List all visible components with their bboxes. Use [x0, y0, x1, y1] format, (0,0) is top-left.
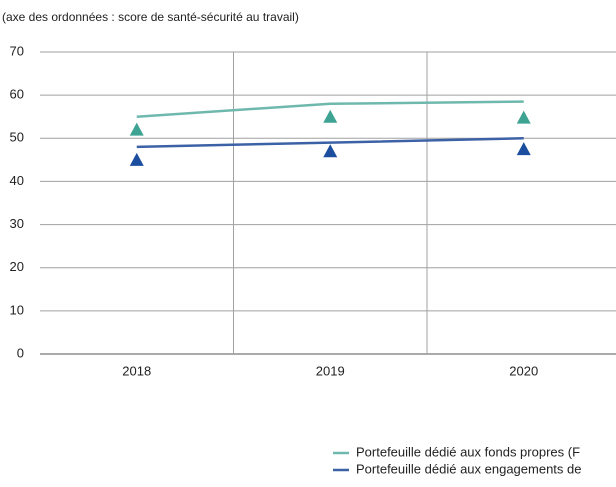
y-tick-label: 60: [10, 87, 24, 102]
legend-label: Portefeuille dédié aux engagements de: [356, 461, 582, 476]
triangle-marker: [323, 144, 338, 158]
y-tick-label: 20: [10, 259, 24, 274]
y-tick-label: 40: [10, 173, 24, 188]
triangle-marker: [516, 110, 531, 124]
legend-label: Portefeuille dédié aux fonds propres (F: [356, 444, 580, 459]
triangle-marker: [129, 122, 144, 136]
y-tick-label: 50: [10, 130, 24, 145]
triangle-marker: [323, 109, 338, 123]
triangle-marker: [129, 152, 144, 166]
series-line: [136, 137, 524, 149]
y-tick-label: 10: [10, 302, 24, 317]
y-tick-label: 0: [17, 345, 24, 360]
triangle-marker: [516, 142, 531, 156]
series-line: [136, 100, 524, 118]
x-tick-label: 2018: [122, 363, 151, 378]
y-tick-label: 70: [10, 43, 24, 58]
chart-subtitle: (axe des ordonnées : score de santé-sécu…: [2, 10, 299, 24]
y-tick-label: 30: [10, 216, 24, 231]
x-tick-label: 2019: [316, 363, 345, 378]
x-tick-label: 2020: [509, 363, 538, 378]
